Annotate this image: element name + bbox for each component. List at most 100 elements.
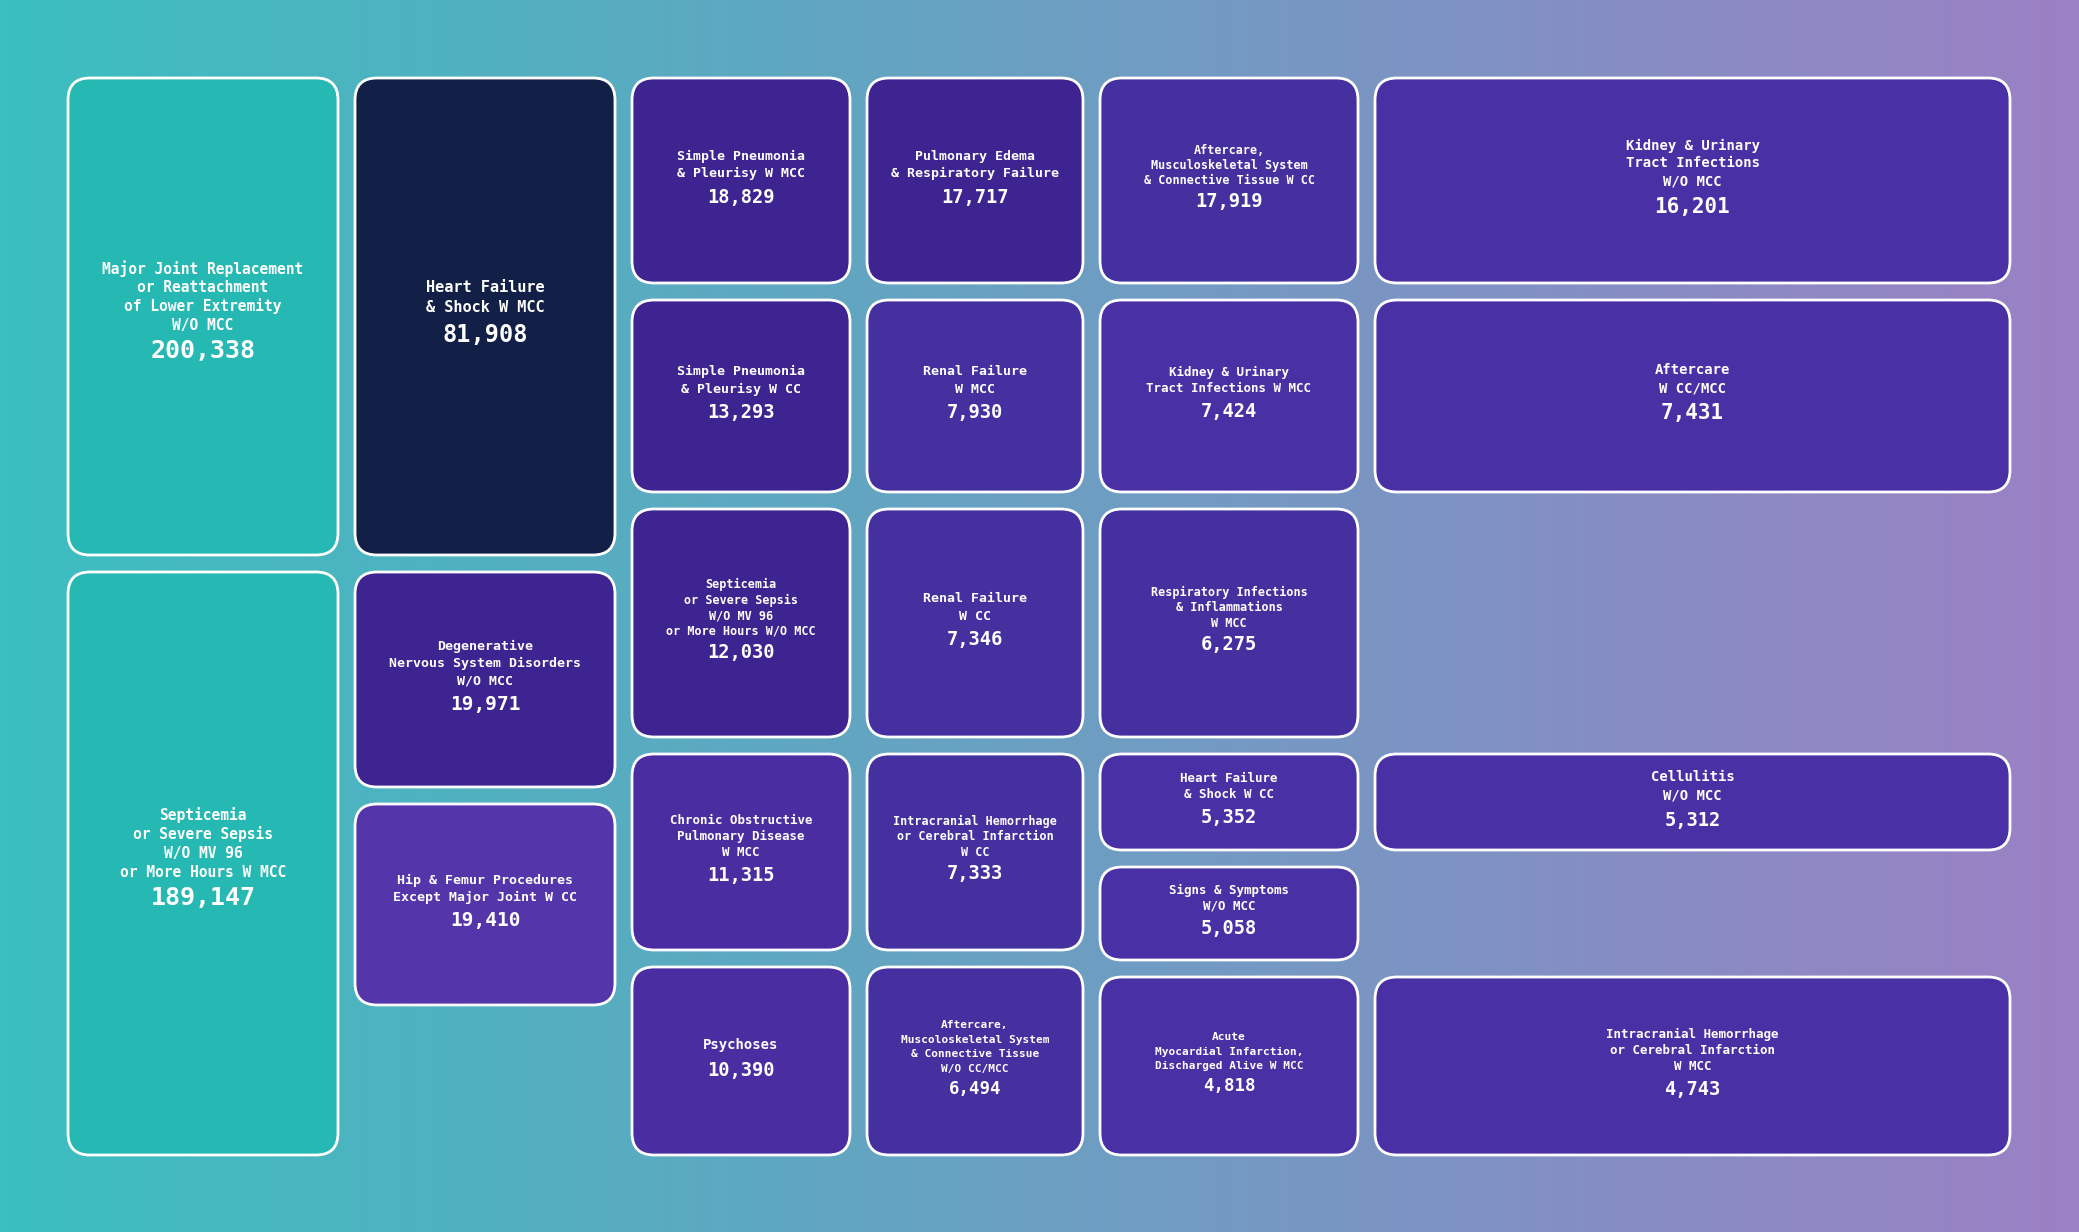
Text: of Lower Extremity: of Lower Extremity	[125, 298, 283, 314]
FancyBboxPatch shape	[356, 78, 615, 554]
Text: Psychoses: Psychoses	[703, 1039, 780, 1052]
FancyBboxPatch shape	[1100, 78, 1358, 283]
Text: W/O MV 96: W/O MV 96	[709, 609, 773, 622]
Text: Tract Infections: Tract Infections	[1626, 156, 1759, 170]
Text: & Pleurisy W MCC: & Pleurisy W MCC	[678, 168, 805, 180]
Text: or Cerebral Infarction: or Cerebral Infarction	[1609, 1045, 1775, 1057]
Text: 7,424: 7,424	[1202, 402, 1258, 421]
Text: Respiratory Infections: Respiratory Infections	[1150, 586, 1308, 599]
Text: Chronic Obstructive: Chronic Obstructive	[669, 814, 813, 827]
Text: Septicemia: Septicemia	[160, 807, 247, 823]
Text: Septicemia: Septicemia	[705, 578, 778, 591]
Text: Aftercare,: Aftercare,	[1193, 143, 1264, 156]
FancyBboxPatch shape	[1100, 301, 1358, 492]
Text: Heart Failure: Heart Failure	[1181, 772, 1279, 785]
Text: 4,743: 4,743	[1665, 1080, 1721, 1099]
Text: 189,147: 189,147	[150, 886, 256, 910]
Text: or Severe Sepsis: or Severe Sepsis	[684, 594, 798, 606]
Text: 7,333: 7,333	[946, 864, 1004, 883]
FancyBboxPatch shape	[1100, 977, 1358, 1156]
Text: Renal Failure: Renal Failure	[923, 366, 1027, 378]
Text: Acute: Acute	[1212, 1032, 1245, 1042]
FancyBboxPatch shape	[867, 754, 1083, 950]
FancyBboxPatch shape	[356, 804, 615, 1005]
Text: Renal Failure: Renal Failure	[923, 593, 1027, 605]
Text: Major Joint Replacement: Major Joint Replacement	[102, 260, 304, 277]
Text: W MCC: W MCC	[1674, 1061, 1711, 1073]
Text: W/O MCC: W/O MCC	[457, 674, 514, 687]
Text: W CC: W CC	[958, 610, 992, 622]
Text: & Pleurisy W CC: & Pleurisy W CC	[682, 383, 800, 395]
Text: & Shock W CC: & Shock W CC	[1185, 788, 1274, 801]
Text: Signs & Symptoms: Signs & Symptoms	[1168, 883, 1289, 897]
Text: & Inflammations: & Inflammations	[1175, 601, 1283, 615]
Text: 16,201: 16,201	[1655, 197, 1730, 217]
Text: Degenerative: Degenerative	[437, 639, 532, 653]
Text: 5,352: 5,352	[1202, 808, 1258, 827]
FancyBboxPatch shape	[632, 509, 850, 737]
Text: Musculoskeletal System: Musculoskeletal System	[1150, 159, 1308, 171]
Text: 6,494: 6,494	[948, 1079, 1002, 1098]
Text: 13,293: 13,293	[707, 403, 775, 423]
FancyBboxPatch shape	[1374, 754, 2010, 850]
Text: W MCC: W MCC	[721, 846, 759, 860]
Text: W/O MCC: W/O MCC	[173, 318, 233, 333]
Text: Tract Infections W MCC: Tract Infections W MCC	[1146, 382, 1312, 395]
Text: Except Major Joint W CC: Except Major Joint W CC	[393, 891, 578, 904]
Text: W/O CC/MCC: W/O CC/MCC	[942, 1063, 1008, 1073]
Text: 7,930: 7,930	[946, 403, 1004, 423]
Text: or Cerebral Infarction: or Cerebral Infarction	[896, 830, 1054, 844]
Text: Pulmonary Edema: Pulmonary Edema	[915, 150, 1035, 163]
Text: Pulmonary Disease: Pulmonary Disease	[678, 830, 805, 843]
Text: Simple Pneumonia: Simple Pneumonia	[678, 150, 805, 163]
Text: Aftercare,: Aftercare,	[942, 1020, 1008, 1030]
Text: W/O MCC: W/O MCC	[1663, 175, 1721, 188]
Text: Nervous System Disorders: Nervous System Disorders	[389, 657, 580, 670]
Text: 81,908: 81,908	[443, 323, 528, 346]
Text: 19,971: 19,971	[449, 695, 520, 715]
FancyBboxPatch shape	[867, 509, 1083, 737]
FancyBboxPatch shape	[356, 572, 615, 787]
Text: 12,030: 12,030	[707, 643, 775, 662]
Text: W MCC: W MCC	[954, 383, 996, 395]
Text: 17,717: 17,717	[942, 187, 1008, 207]
Text: W/O MCC: W/O MCC	[1663, 788, 1721, 802]
Text: & Shock W MCC: & Shock W MCC	[426, 299, 545, 314]
Text: Kidney & Urinary: Kidney & Urinary	[1626, 138, 1759, 153]
Text: Myocardial Infarction,: Myocardial Infarction,	[1154, 1047, 1304, 1057]
FancyBboxPatch shape	[1100, 867, 1358, 960]
Text: W MCC: W MCC	[1212, 617, 1247, 630]
Text: 10,390: 10,390	[707, 1061, 775, 1079]
Text: Cellulitis: Cellulitis	[1651, 770, 1734, 785]
Text: & Connective Tissue: & Connective Tissue	[911, 1050, 1040, 1060]
Text: Simple Pneumonia: Simple Pneumonia	[678, 366, 805, 378]
Text: W CC: W CC	[960, 845, 990, 859]
Text: 200,338: 200,338	[150, 339, 256, 363]
Text: or More Hours W MCC: or More Hours W MCC	[121, 865, 287, 880]
Text: 5,058: 5,058	[1202, 919, 1258, 939]
Text: 5,312: 5,312	[1665, 811, 1721, 830]
Text: Intracranial Hemorrhage: Intracranial Hemorrhage	[1607, 1027, 1780, 1041]
FancyBboxPatch shape	[867, 78, 1083, 283]
Text: Aftercare: Aftercare	[1655, 363, 1730, 377]
Text: W/O MV 96: W/O MV 96	[164, 845, 243, 861]
FancyBboxPatch shape	[1374, 78, 2010, 283]
FancyBboxPatch shape	[632, 967, 850, 1156]
FancyBboxPatch shape	[1374, 301, 2010, 492]
Text: 18,829: 18,829	[707, 187, 775, 207]
Text: & Connective Tissue W CC: & Connective Tissue W CC	[1143, 174, 1314, 187]
Text: & Respiratory Failure: & Respiratory Failure	[892, 168, 1058, 180]
Text: 7,431: 7,431	[1661, 403, 1723, 423]
Text: W CC/MCC: W CC/MCC	[1659, 381, 1726, 395]
Text: Muscoloskeletal System: Muscoloskeletal System	[900, 1035, 1050, 1045]
Text: or More Hours W/O MCC: or More Hours W/O MCC	[665, 625, 815, 637]
Text: Discharged Alive W MCC: Discharged Alive W MCC	[1154, 1061, 1304, 1072]
Text: or Reattachment: or Reattachment	[137, 280, 268, 294]
Text: 19,410: 19,410	[449, 912, 520, 930]
Text: Hip & Femur Procedures: Hip & Femur Procedures	[397, 873, 574, 887]
Text: Heart Failure: Heart Failure	[426, 280, 545, 294]
FancyBboxPatch shape	[1100, 754, 1358, 850]
FancyBboxPatch shape	[867, 967, 1083, 1156]
Text: or Severe Sepsis: or Severe Sepsis	[133, 827, 272, 843]
Text: W/O MCC: W/O MCC	[1204, 899, 1256, 913]
